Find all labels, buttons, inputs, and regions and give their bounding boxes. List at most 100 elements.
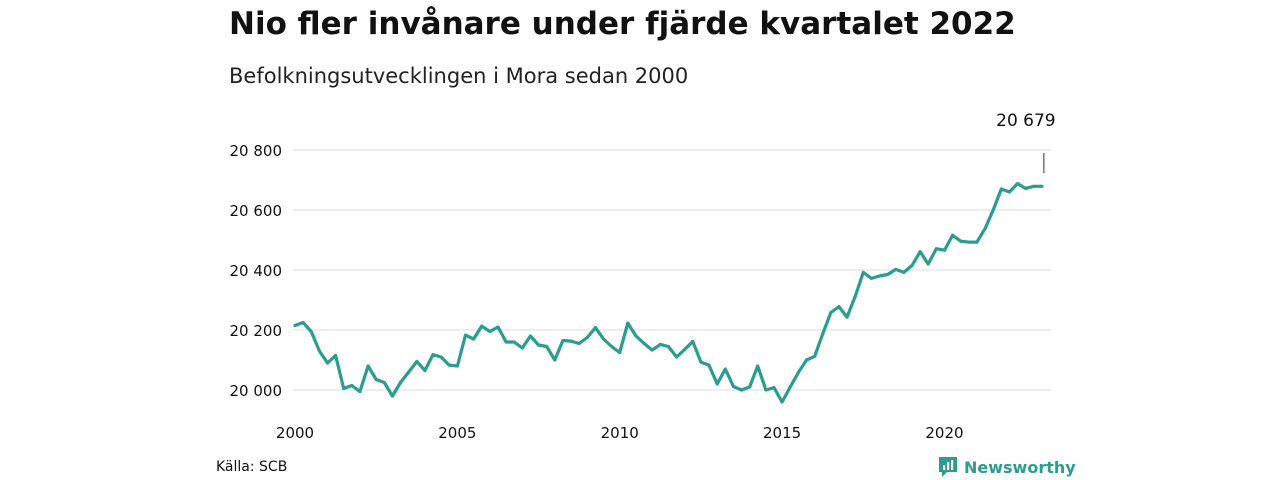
source-note: Källa: SCB	[216, 459, 288, 475]
data-point	[683, 348, 687, 351]
x-tick-label: 2015	[763, 424, 801, 442]
data-point	[829, 311, 833, 315]
data-point	[415, 360, 419, 363]
data-point	[504, 340, 508, 344]
series-layer	[293, 182, 1044, 404]
brand-logo: Newsworthy	[938, 456, 1076, 478]
data-point	[943, 248, 946, 252]
data-point	[756, 364, 760, 368]
data-point	[991, 208, 995, 212]
data-point	[886, 273, 890, 276]
data-point	[488, 330, 492, 333]
data-point	[342, 387, 346, 390]
data-point	[1032, 184, 1036, 188]
data-point	[1040, 184, 1044, 188]
data-point	[975, 240, 979, 244]
data-point	[772, 386, 776, 390]
data-point	[431, 353, 435, 357]
data-point	[634, 334, 638, 338]
data-point	[358, 390, 362, 393]
data-point	[350, 384, 354, 387]
data-point	[740, 388, 743, 392]
data-point	[423, 369, 427, 372]
data-point	[528, 334, 532, 338]
y-tick-label: 20 400	[230, 262, 283, 280]
data-point	[894, 267, 898, 271]
data-point	[317, 349, 321, 353]
data-point	[902, 270, 906, 274]
data-point	[569, 339, 573, 343]
annotation-label: 20 679	[996, 111, 1055, 131]
data-point	[699, 360, 703, 364]
data-point	[366, 364, 370, 368]
data-point	[691, 339, 695, 343]
data-point	[983, 227, 987, 231]
data-point	[520, 346, 524, 350]
data-point	[301, 321, 305, 324]
x-tick-label: 2000	[276, 424, 314, 442]
data-point	[561, 339, 565, 342]
data-point	[545, 345, 549, 348]
data-point	[399, 381, 402, 384]
data-point	[821, 332, 825, 336]
annotation-layer: 20 679	[996, 111, 1056, 173]
x-tick-label: 2020	[925, 424, 963, 442]
data-point	[764, 388, 768, 392]
newsworthy-logo-icon	[939, 457, 957, 477]
data-point	[788, 385, 792, 389]
data-point	[748, 385, 752, 389]
data-point	[861, 270, 865, 274]
data-point	[618, 351, 622, 354]
data-point	[658, 342, 662, 346]
data-point	[472, 337, 476, 341]
data-point	[707, 363, 711, 367]
data-point	[926, 262, 930, 266]
data-point	[537, 343, 540, 347]
data-point	[464, 333, 467, 337]
chart-subtitle: Befolkningsutvecklingen i Mora sedan 200…	[229, 64, 689, 88]
series-line	[293, 182, 1044, 404]
data-point	[951, 233, 955, 237]
data-point	[959, 239, 963, 243]
data-point	[374, 378, 378, 381]
data-point	[577, 342, 581, 345]
data-point	[642, 342, 646, 345]
brand-name: Newsworthy	[964, 457, 1076, 477]
y-tick-label: 20 200	[230, 322, 283, 340]
data-point	[407, 370, 411, 374]
data-point	[910, 264, 914, 267]
data-point	[326, 361, 329, 365]
y-tick-label: 20 600	[230, 202, 283, 220]
y-tick-label: 20 000	[230, 382, 283, 400]
data-point	[1024, 186, 1028, 190]
data-point	[813, 354, 817, 358]
data-point	[382, 381, 386, 384]
data-point	[480, 324, 484, 328]
data-point	[715, 382, 719, 386]
data-point	[666, 345, 670, 348]
data-point	[293, 324, 297, 327]
data-point	[853, 294, 857, 298]
chart-title: Nio fler invånare under fjärde kvartalet…	[229, 6, 1016, 42]
data-point	[796, 371, 800, 375]
data-point	[780, 400, 784, 404]
data-point	[439, 355, 443, 359]
gridlines	[293, 149, 1051, 391]
data-point	[512, 340, 516, 344]
data-point	[496, 325, 500, 329]
data-point	[390, 394, 394, 398]
data-point	[845, 315, 849, 319]
data-point	[878, 274, 881, 278]
x-axis-ticks: 2000 2005 2010 2015 2020	[276, 424, 964, 442]
data-point	[334, 354, 338, 357]
data-point	[553, 358, 557, 362]
data-point	[593, 326, 597, 330]
data-point	[447, 363, 451, 367]
data-point	[610, 345, 614, 348]
data-point	[731, 384, 735, 388]
data-point	[869, 276, 873, 280]
data-point	[1016, 182, 1019, 186]
x-tick-label: 2005	[438, 424, 476, 442]
data-point	[918, 250, 922, 254]
